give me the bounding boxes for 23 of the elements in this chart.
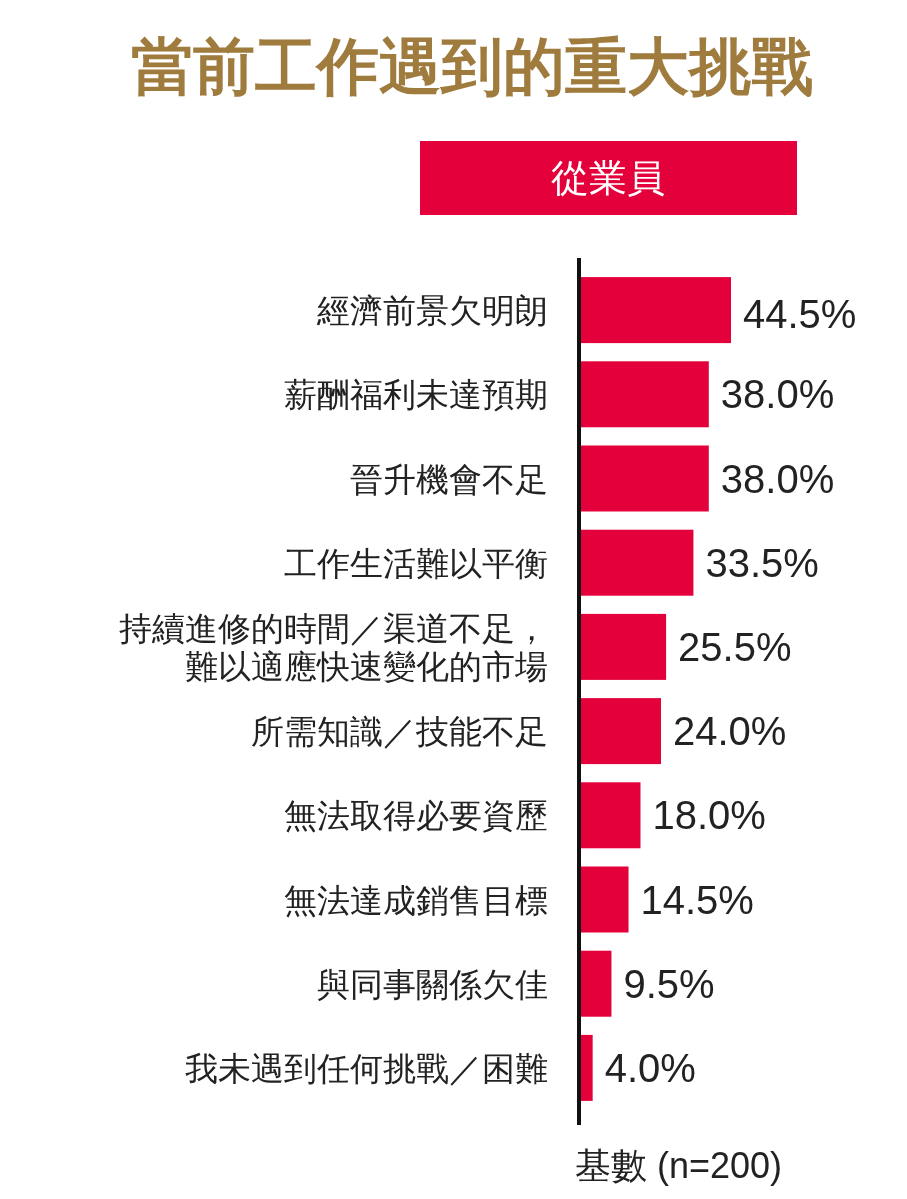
data-label: 4.0% <box>604 1045 696 1090</box>
y-tick-label: 持續進修的時間／渠道不足，難以適應快速變化的市場 <box>119 609 548 685</box>
y-tick-label: 晉升機會不足 <box>350 460 548 498</box>
data-label: 44.5% <box>743 292 857 337</box>
y-tick-label: 無法達成銷售目標 <box>284 881 548 919</box>
chart-title: 當前工作遇到的重大挑戰 <box>131 32 813 101</box>
data-label: 24.0% <box>672 709 787 754</box>
y-tick-label: 所需知識／技能不足 <box>251 713 548 751</box>
data-label: 25.5% <box>678 624 792 669</box>
data-label: 38.0% <box>720 372 835 417</box>
chart-subtitle: 從業員 <box>551 157 665 199</box>
y-tick-label: 薪酬福利未達預期 <box>284 376 548 414</box>
data-label: 38.0% <box>720 456 835 501</box>
y-tick-label: 工作生活難以平衡 <box>284 544 548 582</box>
data-label: 33.5% <box>705 540 819 585</box>
data-label: 18.0% <box>652 793 766 838</box>
data-label: 14.5% <box>640 877 754 922</box>
data-label: 9.5% <box>623 961 715 1006</box>
text: 基數 (n=200) <box>575 1145 783 1186</box>
y-tick-label: 經濟前景欠明朗 <box>316 292 548 330</box>
y-tick-label: 我未遇到任何挑戰／困難 <box>185 1049 548 1087</box>
y-tick-label: 無法取得必要資歷 <box>284 797 548 835</box>
y-tick-label: 與同事關係欠佳 <box>317 965 548 1003</box>
